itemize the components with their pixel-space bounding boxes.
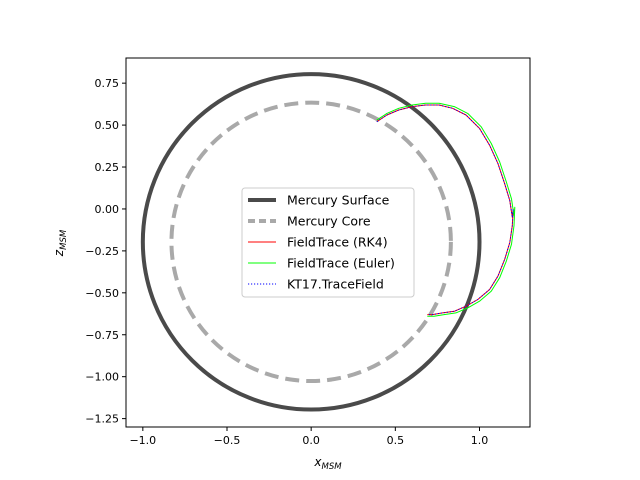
y-axis: 0.75 0.50 0.25 0.00 −0.25 −0.50 −0.75 −1.00 −1.2… xyxy=(85,77,126,426)
plot-area xyxy=(140,72,516,412)
legend-label-mercury-core: Mercury Core xyxy=(287,214,371,229)
y-tick-label: 0.25 xyxy=(95,161,120,174)
y-tick-label: −1.25 xyxy=(85,413,119,426)
legend-label-fieldtrace-rk4: FieldTrace (RK4) xyxy=(287,235,388,250)
series-kt17-tracefield xyxy=(376,104,514,316)
x-tick-label: 0.0 xyxy=(302,434,320,447)
series-fieldtrace-euler xyxy=(376,102,516,317)
x-axis: −1.0 −0.5 0.0 0.5 1.0 xyxy=(129,427,488,447)
x-tick-label: 0.5 xyxy=(387,434,405,447)
y-axis-label: zMSM xyxy=(52,229,69,257)
legend-label-mercury-surface: Mercury Surface xyxy=(287,193,390,208)
y-tick-label: 0.75 xyxy=(95,77,120,90)
axes-frame xyxy=(125,57,531,428)
legend-label-fieldtrace-euler: FieldTrace (Euler) xyxy=(287,256,395,271)
legend: Mercury Surface Mercury Core FieldTrace (R… xyxy=(241,187,415,298)
y-tick-label: −0.75 xyxy=(85,329,119,342)
y-tick-label: 0.00 xyxy=(95,203,120,216)
y-tick-label: −0.25 xyxy=(85,245,119,258)
legend-box xyxy=(241,187,415,298)
y-tick-label: −0.50 xyxy=(85,287,119,300)
y-tick-label: −1.00 xyxy=(85,371,119,384)
x-axis-label: xMSM xyxy=(313,455,342,472)
y-tick-label: 0.50 xyxy=(95,119,120,132)
legend-label-kt17-tracefield: KT17.TraceField xyxy=(287,277,384,292)
series-mercury-core xyxy=(169,100,453,384)
x-tick-label: −1.0 xyxy=(129,434,156,447)
x-tick-label: −0.5 xyxy=(214,434,241,447)
series-mercury-surface xyxy=(140,72,482,412)
x-tick-label: 1.0 xyxy=(471,434,489,447)
